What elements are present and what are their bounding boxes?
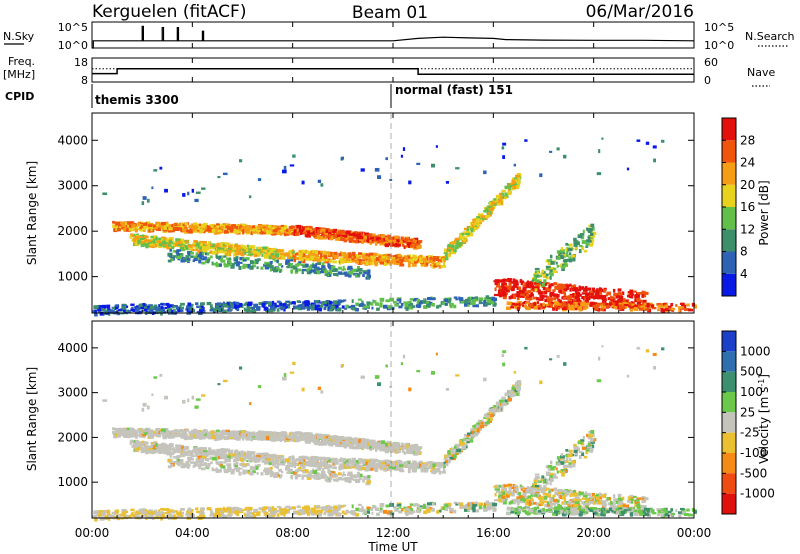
time-tick-label: 20:00 [576, 526, 611, 540]
colorbar-swatch [722, 412, 736, 433]
x-axis-label: Time UT [367, 540, 418, 554]
beam-title: Beam 01 [352, 3, 428, 23]
colorbar-swatch [722, 351, 736, 372]
time-tick-label: 04:00 [175, 526, 210, 540]
colorbar-tick-label: -25 [740, 426, 760, 440]
time-tick-label: 00:00 [75, 526, 110, 540]
colorbar-swatch [722, 453, 736, 474]
search-axis-label: N.Search [745, 30, 795, 43]
station-title: Kerguelen (fitACF) [92, 2, 246, 22]
freq-tick-top: 18 [74, 56, 88, 69]
power-scatter-cells [92, 137, 697, 317]
colorbar-swatch [722, 162, 736, 185]
sky-search-panel: 10^5 10^0 10^5 10^0 N.Sky N.Search [3, 21, 795, 52]
colorbar-tick-label: 500 [740, 365, 763, 379]
velocity-panel: 1000 2000 3000 4000 Slant Range [km] 1000 50… [25, 320, 775, 522]
velocity-colorbar: 1000 500 100 25 -25 -100 -500 -1000 [721, 330, 775, 515]
colorbar-swatch [722, 273, 736, 296]
colorbar-swatch [722, 251, 736, 274]
colorbar-swatch [722, 432, 736, 453]
colorbar-swatch [722, 184, 736, 207]
time-tick-label: 08:00 [275, 526, 310, 540]
freq-tick-bottom: 8 [81, 74, 88, 87]
colorbar-swatch [722, 207, 736, 230]
date-title: 06/Mar/2016 [586, 2, 694, 22]
colorbar-tick-label: 8 [740, 245, 748, 259]
time-tick-label: 00:00 [677, 526, 712, 540]
search-tick-bottom: 10^0 [704, 39, 734, 52]
power-colorbar: 4 8 12 16 20 24 28 [721, 117, 755, 297]
range-tick-label: 3000 [57, 386, 88, 400]
colorbar-tick-label: 24 [740, 156, 755, 170]
range-tick-label: 4000 [57, 133, 88, 147]
sky-tick-bottom: 10^0 [58, 39, 88, 52]
colorbar-swatch [722, 229, 736, 252]
search-tick-top: 10^5 [704, 21, 734, 34]
power-panel: 1000 2000 3000 4000 Slant Range [km] 4 8 12 16… [25, 112, 771, 317]
cpid-segment-2: normal (fast) 151 [395, 83, 513, 97]
colorbar-swatch [722, 118, 736, 141]
colorbar-tick-label: -100 [740, 446, 767, 460]
colorbar-tick-label: -500 [740, 466, 767, 480]
colorbar-tick-label: 28 [740, 133, 755, 147]
cpid-row: CPID themis 3300 normal (fast) 151 [5, 83, 513, 108]
cpid-label: CPID [5, 90, 34, 103]
nave-tick-top: 60 [704, 56, 718, 69]
sky-axis-label: N.Sky [3, 30, 35, 43]
power-colorbar-label: Power [dB] [757, 180, 771, 245]
colorbar-tick-label: 16 [740, 200, 755, 214]
freq-nave-panel: 18 8 60 0 Freq. [MHz] Nave [3, 55, 775, 87]
sky-series-line [92, 25, 695, 49]
power-y-axis-label: Slant Range [km] [25, 161, 39, 265]
sky-tick-top: 10^5 [58, 21, 88, 34]
range-tick-label: 4000 [57, 341, 88, 355]
time-tick-label: 12:00 [376, 526, 411, 540]
colorbar-swatch [722, 140, 736, 163]
colorbar-swatch [722, 331, 736, 352]
colorbar-swatch [722, 473, 736, 494]
colorbar-tick-label: 100 [740, 385, 763, 399]
colorbar-tick-label: 1000 [740, 344, 771, 358]
velocity-colorbar-label: Velocity [m s-1] [757, 374, 771, 464]
colorbar-tick-label: 12 [740, 222, 755, 236]
velocity-y-axis-label: Slant Range [km] [25, 367, 39, 471]
freq-series-line [92, 68, 694, 76]
range-tick-label: 1000 [57, 270, 88, 284]
freq-axis-label: Freq. [8, 55, 35, 68]
range-tick-label: 2000 [57, 224, 88, 238]
colorbar-tick-label: -1000 [740, 487, 775, 501]
colorbar-swatch [722, 493, 736, 514]
velocity-scatter-cells [92, 345, 697, 522]
freq-axis-unit: [MHz] [3, 68, 35, 81]
range-tick-label: 2000 [57, 430, 88, 444]
colorbar-tick-label: 4 [740, 267, 748, 281]
nave-axis-label: Nave [747, 66, 775, 79]
cpid-segment-1: themis 3300 [95, 93, 179, 107]
range-tick-label: 3000 [57, 179, 88, 193]
range-tick-label: 1000 [57, 475, 88, 489]
nave-tick-bottom: 0 [704, 74, 711, 87]
colorbar-tick-label: 25 [740, 405, 755, 419]
colorbar-tick-label: 20 [740, 178, 755, 192]
colorbar-swatch [722, 392, 736, 413]
time-tick-label: 16:00 [476, 526, 511, 540]
colorbar-swatch [722, 371, 736, 392]
time-axis: 00:00 04:00 08:00 12:00 16:00 20:00 00:00 [75, 22, 712, 540]
